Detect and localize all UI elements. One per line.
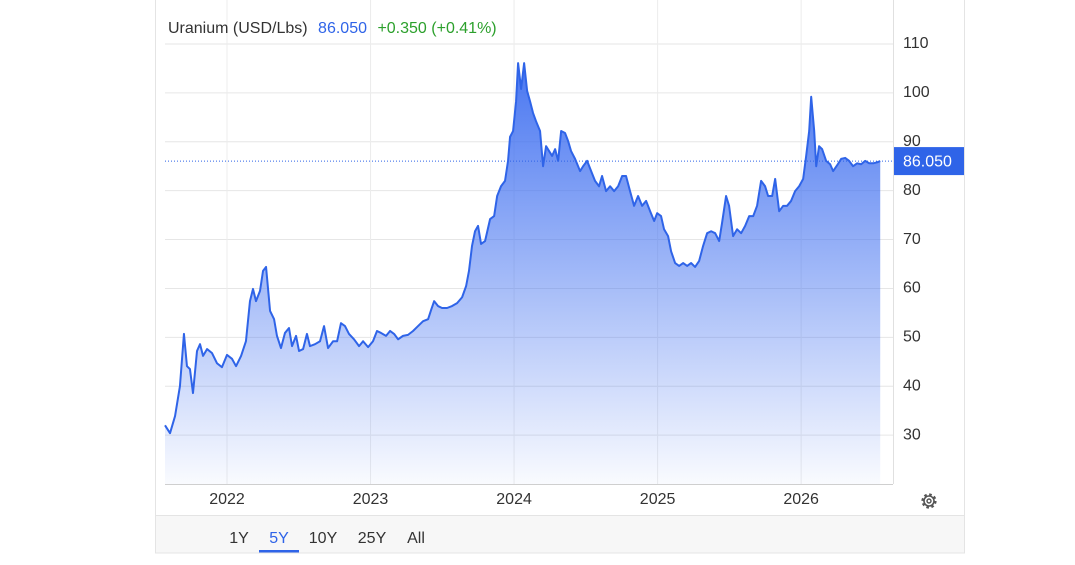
y-tick-label: 50: [903, 329, 921, 346]
price: 86.050: [318, 20, 367, 37]
last-price-badge: [894, 147, 964, 176]
y-tick-label: 110: [903, 35, 929, 52]
axes: 30 40 50 60 70 80 90 100 110 2022 2023 2024 2025 2026…: [165, 0, 964, 508]
range-selector: 1Y 5Y 10Y 25Y All: [229, 530, 425, 553]
y-tick-label: 30: [903, 426, 921, 443]
y-tick-label: 90: [903, 133, 921, 150]
y-tick-label: 100: [903, 84, 930, 101]
x-tick-label: 2025: [640, 491, 676, 508]
range-button[interactable]: 25Y: [358, 530, 387, 547]
y-tick-label: 70: [903, 231, 921, 248]
range-button[interactable]: 5Y: [269, 530, 289, 547]
series: [164, 62, 881, 484]
change: +0.350 (+0.41%): [377, 20, 496, 37]
x-tick-label: 2026: [783, 491, 819, 508]
x-tick-label: 2024: [496, 491, 532, 508]
range-active-underline: [259, 550, 299, 553]
range-button[interactable]: 1Y: [229, 530, 249, 547]
last-price-label: 86.050: [903, 153, 952, 170]
settings-button[interactable]: [921, 493, 937, 509]
settings-gear-teeth: [921, 493, 937, 509]
instrument-name: Uranium (USD/Lbs): [168, 20, 308, 37]
y-tick-label: 60: [903, 280, 921, 297]
range-bar: [156, 515, 964, 553]
range-button[interactable]: 10Y: [309, 530, 338, 547]
settings-gear-hub: [926, 498, 932, 504]
x-tick-label: 2022: [209, 491, 245, 508]
y-tick-label: 40: [903, 377, 921, 394]
range-button[interactable]: All: [407, 530, 425, 547]
y-tick-label: 80: [903, 182, 921, 199]
settings-gear-ring: [923, 495, 935, 507]
line: [164, 62, 881, 435]
x-tick-label: 2023: [353, 491, 389, 508]
header: Uranium (USD/Lbs) 86.050 +0.350 (+0.41%): [168, 20, 497, 37]
area: [165, 63, 881, 484]
